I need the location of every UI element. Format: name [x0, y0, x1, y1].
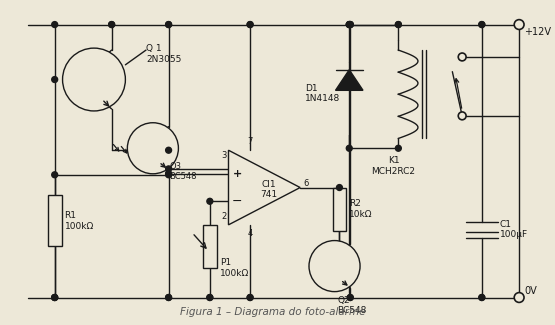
Text: −: −: [232, 195, 243, 208]
Text: 4: 4: [248, 229, 253, 238]
Text: Q 1
2N3055: Q 1 2N3055: [146, 44, 181, 64]
Circle shape: [514, 292, 524, 303]
Circle shape: [52, 294, 58, 300]
Circle shape: [52, 21, 58, 28]
Circle shape: [52, 294, 58, 300]
Circle shape: [247, 294, 253, 300]
Text: 6: 6: [303, 179, 309, 188]
Circle shape: [165, 171, 171, 177]
Bar: [203, 225, 216, 268]
Circle shape: [395, 21, 401, 28]
Text: R2
10kΩ: R2 10kΩ: [349, 200, 373, 219]
Circle shape: [336, 185, 342, 190]
Circle shape: [347, 21, 353, 28]
Circle shape: [109, 21, 114, 28]
Text: 0V: 0V: [524, 286, 537, 295]
Text: C1
100μF: C1 100μF: [500, 220, 528, 240]
Text: D1
1N4148: D1 1N4148: [305, 84, 340, 103]
Circle shape: [458, 53, 466, 61]
Circle shape: [479, 294, 485, 300]
Text: +: +: [233, 169, 242, 179]
Text: Figura 1 – Diagrama do foto-alarme: Figura 1 – Diagrama do foto-alarme: [180, 307, 365, 317]
Bar: [332, 188, 346, 231]
Circle shape: [347, 21, 353, 28]
Polygon shape: [229, 150, 300, 225]
Circle shape: [247, 294, 253, 300]
Text: R1
100kΩ: R1 100kΩ: [64, 211, 94, 231]
Circle shape: [165, 166, 171, 172]
Circle shape: [52, 172, 58, 178]
Text: P1
100kΩ: P1 100kΩ: [220, 258, 249, 278]
Circle shape: [479, 294, 485, 300]
Circle shape: [165, 21, 171, 28]
Circle shape: [165, 147, 171, 153]
Text: Q3
BC548: Q3 BC548: [170, 162, 197, 181]
Circle shape: [479, 21, 485, 28]
Circle shape: [165, 294, 171, 300]
Circle shape: [514, 20, 524, 30]
Text: CI1
741: CI1 741: [261, 180, 278, 199]
Circle shape: [165, 171, 171, 177]
Text: 7: 7: [248, 137, 253, 146]
Circle shape: [347, 21, 353, 28]
Text: 2: 2: [221, 213, 226, 222]
Circle shape: [165, 294, 171, 300]
Circle shape: [207, 294, 213, 300]
Circle shape: [346, 21, 352, 28]
Text: K1
MCH2RC2: K1 MCH2RC2: [371, 156, 416, 176]
Circle shape: [479, 21, 485, 28]
Circle shape: [165, 21, 171, 28]
Text: 3: 3: [221, 150, 226, 160]
Circle shape: [347, 294, 353, 300]
Circle shape: [207, 294, 213, 300]
Text: +12V: +12V: [524, 27, 551, 36]
Circle shape: [347, 294, 353, 300]
Circle shape: [207, 198, 213, 204]
Circle shape: [309, 240, 360, 292]
Circle shape: [52, 294, 58, 300]
Circle shape: [165, 172, 171, 178]
Polygon shape: [336, 70, 363, 90]
Circle shape: [395, 21, 401, 28]
Circle shape: [247, 21, 253, 28]
Circle shape: [63, 48, 125, 111]
Circle shape: [52, 77, 58, 83]
Circle shape: [109, 21, 114, 28]
Circle shape: [346, 21, 352, 28]
Circle shape: [458, 112, 466, 120]
Text: Q2
BC548: Q2 BC548: [337, 295, 367, 315]
Circle shape: [127, 123, 178, 174]
Circle shape: [346, 145, 352, 151]
Bar: [48, 195, 62, 246]
Circle shape: [395, 145, 401, 151]
Circle shape: [346, 21, 352, 28]
Circle shape: [247, 21, 253, 28]
